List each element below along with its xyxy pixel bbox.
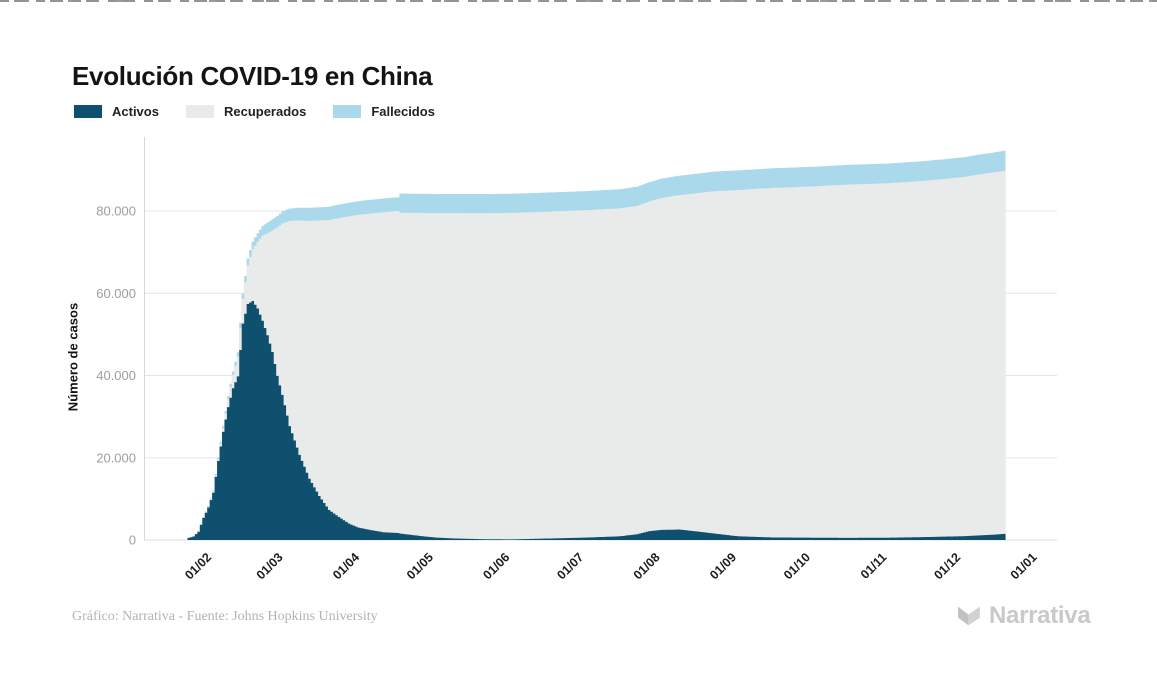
svg-text:01/05: 01/05 (404, 550, 436, 582)
narrativa-logo-icon (958, 606, 980, 626)
legend-label-fallecidos: Fallecidos (371, 104, 435, 119)
svg-text:01/02: 01/02 (182, 550, 214, 582)
svg-text:40.000: 40.000 (96, 368, 136, 383)
legend-item-activos[interactable]: Activos (74, 104, 159, 119)
legend-item-fallecidos[interactable]: Fallecidos (333, 104, 435, 119)
narrativa-logo-text: Narrativa (989, 602, 1091, 629)
svg-text:01/10: 01/10 (781, 550, 813, 582)
svg-text:01/01: 01/01 (1008, 550, 1040, 582)
svg-text:0: 0 (129, 533, 136, 548)
svg-text:80.000: 80.000 (96, 204, 136, 219)
page-title: Evolución COVID-19 en China (72, 61, 433, 92)
narrativa-brand: Narrativa (958, 602, 1091, 630)
activos-swatch (74, 105, 102, 118)
fallecidos-swatch (333, 105, 362, 118)
svg-text:01/11: 01/11 (858, 550, 890, 582)
clipped-text-artifact (0, 0, 1157, 2)
svg-text:01/12: 01/12 (931, 550, 963, 582)
svg-text:60.000: 60.000 (96, 286, 136, 301)
chart-legend: Activos Recuperados Fallecidos (74, 104, 435, 119)
legend-label-activos: Activos (112, 104, 159, 119)
svg-text:01/09: 01/09 (707, 550, 739, 582)
svg-text:01/04: 01/04 (330, 550, 362, 582)
svg-text:01/07: 01/07 (554, 550, 586, 582)
legend-label-recuperados: Recuperados (223, 104, 307, 119)
svg-text:20.000: 20.000 (96, 450, 136, 465)
svg-text:01/08: 01/08 (631, 550, 663, 582)
recuperados-swatch (185, 105, 214, 118)
source-credit: Gráfico: Narrativa - Fuente: Johns Hopki… (72, 609, 378, 624)
svg-text:01/06: 01/06 (480, 550, 512, 582)
svg-text:01/03: 01/03 (254, 550, 286, 582)
legend-item-recuperados[interactable]: Recuperados (185, 104, 307, 119)
